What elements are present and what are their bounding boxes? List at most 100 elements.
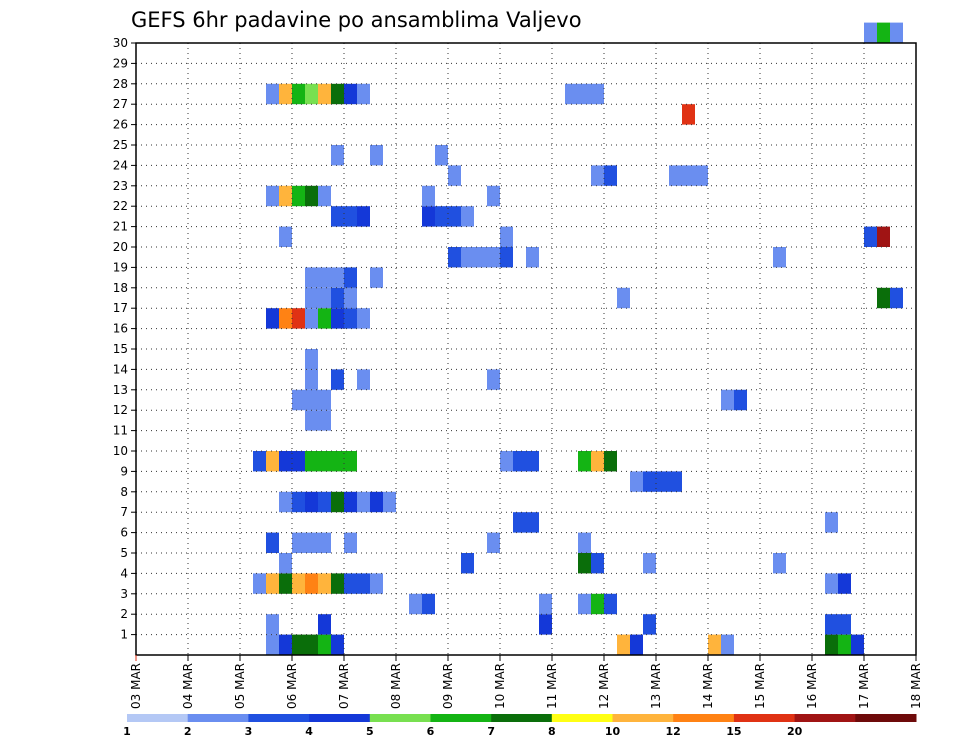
colorbar-swatch [430,714,492,722]
x-tick-label: 13 MAR [649,663,663,709]
y-tick-label: 3 [120,587,128,601]
precip-cell-member-7 [383,491,396,513]
y-tick-label: 28 [113,77,128,91]
precip-cell-member-13 [305,369,318,390]
y-tick-label: 1 [120,628,128,642]
precip-cell-member-24 [370,145,383,166]
precip-cell-member-17 [617,287,630,309]
precip-cell-member-21 [331,206,357,227]
precip-cell-member-9 [500,451,513,472]
colorbar-swatch [187,714,249,722]
precip-cell-member-27 [318,83,331,105]
y-tick-label: 26 [113,118,128,132]
y-tick-label: 29 [113,56,128,70]
precip-cell-member-19 [461,247,500,268]
y-tick-label: 12 [113,403,128,417]
precip-cell-member-4 [643,553,656,574]
y-tick-label: 8 [120,485,128,499]
y-tick-label: 22 [113,199,128,213]
y-tick-label: 10 [113,444,128,458]
y-tick-label: 4 [120,566,128,580]
precip-cell-member-7 [292,491,305,513]
colorbar-swatch [612,714,674,722]
precip-cell-member-3 [279,573,292,594]
colorbar-label: 20 [787,725,803,738]
precip-cell-member-2 [591,593,604,615]
precip-cell-member-0 [721,634,734,655]
precip-cell-member-7 [370,491,383,513]
colorbar-label: 8 [548,725,556,738]
precip-cell-member-5 [292,532,331,553]
precip-cell-member-0 [630,634,643,655]
precip-cell-member-9 [305,451,357,472]
precip-cell-member-3 [825,573,838,594]
precip-cell-member-0 [318,634,331,655]
colorbar-swatch [127,714,189,722]
precip-cell-member-20 [864,226,877,247]
x-tick-label: 10 MAR [493,663,507,709]
precip-cell-member-1 [539,614,552,635]
colorbar-swatch [248,714,310,722]
chart-title: GEFS 6hr padavine po ansamblima Valjevo [131,8,582,32]
precip-cell-member-11 [305,410,331,431]
colorbar-swatch [309,714,371,722]
y-tick-label: 15 [113,342,128,356]
precip-cell-member-2 [539,593,552,615]
precip-cell-member-1 [266,614,279,635]
colorbar-swatch [369,714,431,722]
x-tick-label: 07 MAR [337,663,351,709]
x-tick-label: 16 MAR [805,663,819,709]
precip-cell-member-3 [266,573,279,594]
colorbar-swatch [491,714,553,722]
precip-cell-member-16 [305,308,318,329]
x-tick-label: 08 MAR [389,663,403,709]
precip-cell-member-8 [630,471,643,492]
precip-cell-member-26 [682,104,695,125]
y-tick-label: 19 [113,260,128,274]
precip-cell-member-4 [591,553,604,574]
x-tick-label: 14 MAR [701,663,715,709]
precip-cell-member-23 [604,165,617,186]
precip-cell-member-18 [370,267,383,288]
precip-cell-member-3 [838,573,851,594]
precip-cells [253,22,903,655]
precip-cell-member-4 [578,553,591,574]
precip-cell-member-9 [253,451,266,472]
precip-cell-member-19 [500,247,513,268]
y-tick-label: 17 [113,301,128,315]
y-tick-label: 5 [120,546,128,560]
x-tick-label: 17 MAR [857,663,871,709]
precip-cell-member-0 [331,634,344,655]
precip-cell-member-27 [279,83,292,105]
precip-cell-member-0 [838,634,851,655]
precip-cell-member-20 [877,226,890,247]
precip-cell-member-27 [292,83,305,105]
y-tick-label: 9 [120,464,128,478]
precip-cell-member-16 [344,308,357,329]
precip-cell-member-19 [526,247,539,268]
precip-cell-member-1 [825,614,851,635]
precip-cell-member-16 [331,308,344,329]
precip-cell-member-17 [344,287,357,309]
precip-cell-member-3 [370,573,383,594]
precip-cell-member-21 [435,206,461,227]
y-tick-label: 24 [113,158,128,172]
precip-cell-member-2 [604,593,617,615]
precip-cell-member-16 [357,308,370,329]
precip-cell-member-7 [357,491,370,513]
x-tick-label: 03 MAR [129,663,143,709]
precip-cell-member-0 [851,634,864,655]
precip-cell-member-0 [825,634,838,655]
y-tick-label: 23 [113,179,128,193]
y-tick-label: 6 [120,526,128,540]
y-tick-label: 27 [113,97,128,111]
x-tick-label: 12 MAR [597,663,611,709]
colorbar-label: 12 [666,725,681,738]
colorbar-swatch [855,714,917,722]
x-tick-label: 09 MAR [441,663,455,709]
precip-cell-member-19 [448,247,461,268]
precip-cell-member-7 [279,491,292,513]
y-tick-label: 16 [113,322,128,336]
precip-cell-member-27 [344,83,357,105]
precip-cell-member-9 [604,451,617,472]
